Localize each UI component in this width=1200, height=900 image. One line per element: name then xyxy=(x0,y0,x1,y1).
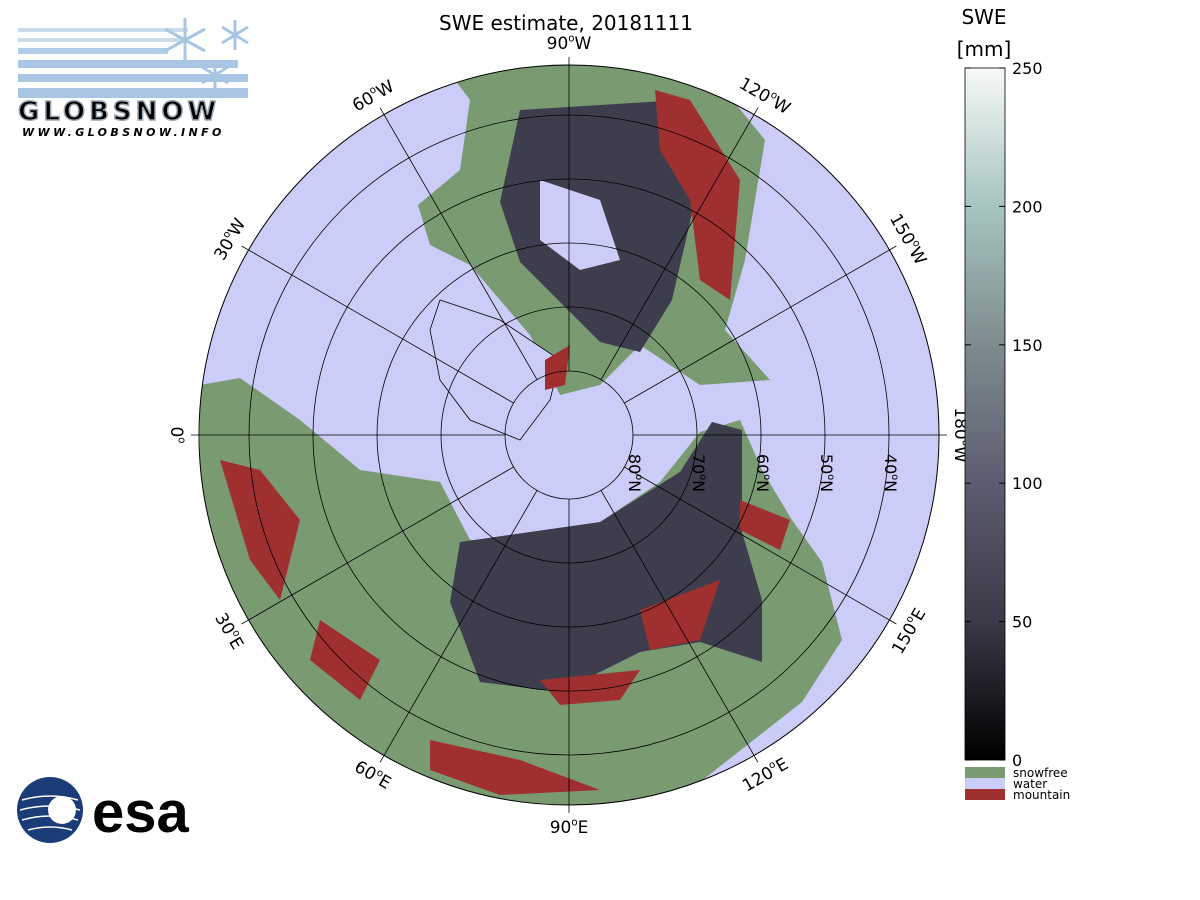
label-number: 120 xyxy=(735,74,773,108)
label-degree: o xyxy=(230,628,243,639)
label-number: 90 xyxy=(550,818,572,838)
label-hemisphere: E xyxy=(578,818,589,838)
grid-label: 150oE xyxy=(888,605,931,658)
label-number: 50 xyxy=(817,454,836,474)
label-degree: o xyxy=(368,84,379,97)
meridian xyxy=(624,466,897,625)
grid-label: 60oE xyxy=(351,756,395,793)
label-degree: o xyxy=(633,474,644,480)
colorbar-tick-label: 150 xyxy=(1012,336,1043,355)
label-degree: o xyxy=(768,90,779,103)
legend-swatch xyxy=(965,767,1005,778)
label-hemisphere: N xyxy=(689,480,708,492)
label-hemisphere: W xyxy=(575,34,592,54)
map-title: SWE estimate, 20181111 xyxy=(439,11,693,35)
grid-label: 40oN xyxy=(881,454,900,492)
colorbar-tick-label: 250 xyxy=(1012,59,1043,78)
colorbar-tick-label: 50 xyxy=(1012,613,1032,632)
grid-label: 0o xyxy=(166,426,187,443)
meridian xyxy=(241,466,514,625)
legend-swatch xyxy=(965,789,1005,800)
label-number: 90 xyxy=(547,34,569,54)
grid-label: 60oN xyxy=(753,454,772,492)
label-number: 40 xyxy=(881,454,900,474)
legend-label: snowfree xyxy=(1013,766,1068,780)
label-degree: o xyxy=(825,474,836,480)
globsnow-url: WWW.GLOBSNOW.INFO xyxy=(22,126,225,139)
globsnow-text: GLOBSNOW xyxy=(18,97,220,127)
label-degree: o xyxy=(767,759,778,772)
grid-label: 60oW xyxy=(349,76,398,116)
label-degree: o xyxy=(221,229,234,240)
grid-label: 90oE xyxy=(550,817,589,838)
label-degree: o xyxy=(910,238,923,249)
esa-text: esa xyxy=(92,780,190,845)
colorbar-axis: 0 50 100 150 200 250 xyxy=(965,59,1043,770)
colorbar-unit: [mm] xyxy=(957,37,1012,61)
label-number: 60 xyxy=(351,757,380,785)
colorbar-tick-label: 200 xyxy=(1012,197,1043,216)
label-hemisphere: W xyxy=(373,76,398,102)
label-number: 30 xyxy=(211,235,239,264)
label-degree: o xyxy=(176,437,187,443)
label-hemisphere: N xyxy=(817,480,836,492)
label-degree: o xyxy=(904,614,917,625)
meridian xyxy=(379,107,538,380)
grid-label: 80oN xyxy=(625,454,644,492)
label-hemisphere: E xyxy=(224,634,247,653)
label-degree: o xyxy=(568,33,574,44)
colorbar-tick-label: 100 xyxy=(1012,474,1043,493)
label-number: 0 xyxy=(166,426,186,437)
colorbar-label: SWE xyxy=(961,5,1006,29)
label-number: 80 xyxy=(625,454,644,474)
grid-label: 90oW xyxy=(547,33,592,54)
legend-label: water xyxy=(1013,777,1047,791)
label-hemisphere: N xyxy=(625,480,644,492)
legend-label: mountain xyxy=(1013,788,1070,802)
esa-logo: esa xyxy=(17,777,190,845)
label-degree: o xyxy=(374,767,385,780)
grid-label: 50oN xyxy=(817,454,836,492)
meridian xyxy=(600,107,759,380)
label-number: 70 xyxy=(689,454,708,474)
label-degree: o xyxy=(571,817,577,828)
globsnow-logo: GLOBSNOW WWW.GLOBSNOW.INFO xyxy=(17,18,249,139)
label-degree: o xyxy=(761,474,772,480)
polar-map xyxy=(199,65,939,805)
colorbar-tick-label: 0 xyxy=(1012,751,1022,770)
colorbar xyxy=(964,67,1006,761)
legend-swatch xyxy=(965,778,1005,789)
label-hemisphere: E xyxy=(773,754,792,777)
label-hemisphere: N xyxy=(881,480,900,492)
meridian xyxy=(600,490,759,763)
label-number: 60 xyxy=(753,454,772,474)
label-degree: o xyxy=(889,474,900,480)
grid-label: 120oE xyxy=(739,754,792,797)
label-hemisphere: N xyxy=(753,480,772,492)
label-hemisphere: W xyxy=(904,244,930,269)
grid-label: 30oW xyxy=(210,215,250,264)
label-degree: o xyxy=(697,474,708,480)
meridian xyxy=(379,490,538,763)
label-number: 150 xyxy=(888,620,922,658)
meridian xyxy=(241,245,514,404)
grid-label: 30oE xyxy=(210,609,247,653)
meridian xyxy=(624,245,897,404)
grid-label: 70oN xyxy=(689,454,708,492)
